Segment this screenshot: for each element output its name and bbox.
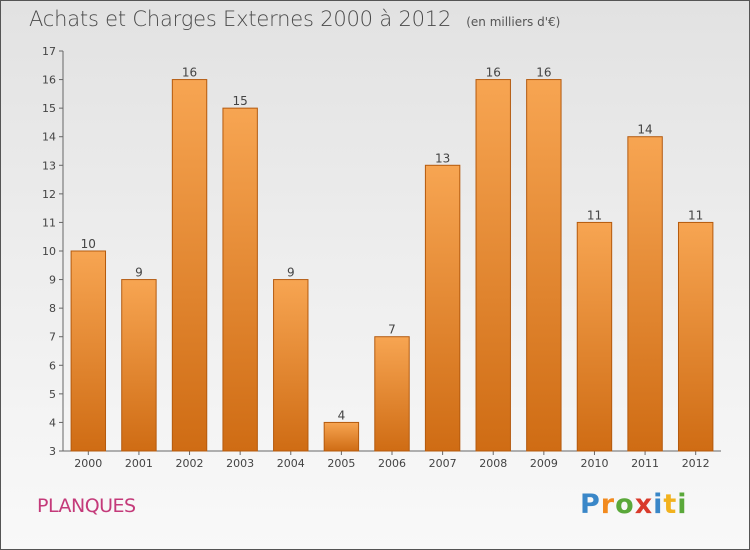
bar-value-label: 15 bbox=[233, 94, 248, 108]
y-tick-label: 9 bbox=[49, 274, 56, 287]
bar bbox=[424, 164, 461, 452]
x-tick-label: 2000 bbox=[74, 457, 102, 470]
bar bbox=[222, 107, 258, 452]
bar bbox=[374, 336, 410, 452]
bar-value-label: 11 bbox=[587, 208, 602, 222]
y-tick-label: 17 bbox=[42, 45, 56, 58]
chart-bars bbox=[70, 79, 714, 452]
bar-value-label: 4 bbox=[338, 408, 346, 422]
brand-letter: i bbox=[653, 489, 664, 520]
bar bbox=[171, 79, 208, 452]
bar bbox=[273, 279, 309, 452]
y-tick-label: 8 bbox=[49, 302, 56, 315]
x-tick-label: 2003 bbox=[226, 457, 254, 470]
x-tick-label: 2010 bbox=[580, 457, 608, 470]
brand-logo: Proxiti bbox=[580, 489, 688, 520]
bar bbox=[627, 136, 663, 452]
brand-letter: i bbox=[677, 489, 688, 520]
y-tick-label: 10 bbox=[42, 245, 56, 258]
x-tick-label: 2001 bbox=[125, 457, 153, 470]
bar-value-label: 7 bbox=[388, 323, 396, 337]
x-tick-label: 2007 bbox=[429, 457, 457, 470]
chart-labels: 10 2000 9 2001 16 2002 15 2003 9 2004 4 2005 7 2006 13… bbox=[74, 66, 709, 470]
bar-value-label: 11 bbox=[688, 208, 703, 222]
bar-value-label: 13 bbox=[435, 151, 450, 165]
bar bbox=[475, 79, 511, 452]
bar-value-label: 9 bbox=[287, 266, 295, 280]
bar bbox=[323, 421, 360, 452]
y-tick-label: 13 bbox=[42, 159, 56, 172]
y-tick-label: 12 bbox=[42, 188, 56, 201]
y-tick-label: 7 bbox=[49, 331, 56, 344]
place-name: PLANQUES bbox=[37, 495, 136, 517]
x-tick-label: 2005 bbox=[327, 457, 355, 470]
title-row: Achats et Charges Externes 2000 à 2012 (… bbox=[29, 7, 560, 31]
bar bbox=[121, 279, 157, 452]
y-tick-label: 14 bbox=[42, 131, 56, 144]
x-tick-label: 2002 bbox=[176, 457, 204, 470]
chart-title: Achats et Charges Externes 2000 à 2012 bbox=[29, 7, 452, 31]
y-tick-label: 3 bbox=[49, 445, 56, 458]
bar-value-label: 16 bbox=[536, 66, 551, 80]
y-tick-label: 15 bbox=[42, 102, 56, 115]
y-tick-label: 4 bbox=[49, 416, 56, 429]
y-tick-label: 16 bbox=[42, 74, 56, 87]
bar bbox=[677, 221, 714, 452]
brand-letter: t bbox=[663, 489, 678, 520]
y-tick-label: 5 bbox=[49, 388, 56, 401]
x-tick-label: 2008 bbox=[479, 457, 507, 470]
bar-value-label: 16 bbox=[486, 66, 501, 80]
y-tick-label: 6 bbox=[49, 359, 56, 372]
x-tick-label: 2006 bbox=[378, 457, 406, 470]
x-tick-label: 2011 bbox=[631, 457, 659, 470]
bar-value-label: 9 bbox=[135, 266, 143, 280]
bar-value-label: 16 bbox=[182, 66, 197, 80]
bar-value-label: 14 bbox=[637, 123, 652, 137]
x-tick-label: 2009 bbox=[530, 457, 558, 470]
y-tick-label: 11 bbox=[42, 216, 56, 229]
x-tick-label: 2004 bbox=[277, 457, 305, 470]
brand-letter: x bbox=[634, 489, 654, 520]
bar-value-label: 10 bbox=[81, 237, 96, 251]
chart-subtitle: (en milliers d'€) bbox=[466, 15, 561, 29]
brand-letter: r bbox=[600, 489, 616, 520]
bar bbox=[70, 250, 107, 452]
bar bbox=[576, 221, 613, 452]
brand-letter: P bbox=[580, 489, 601, 520]
x-tick-label: 2012 bbox=[682, 457, 710, 470]
bar bbox=[526, 79, 562, 452]
brand-letter: o bbox=[615, 489, 635, 520]
